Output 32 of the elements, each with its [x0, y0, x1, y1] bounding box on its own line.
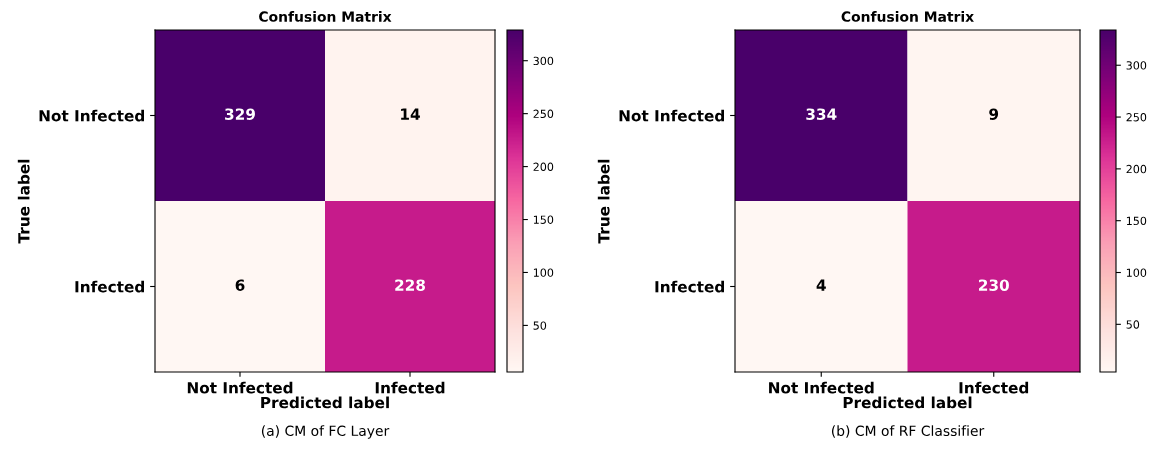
data-label: 14 — [401, 108, 420, 120]
x-tick-label: Infected — [375, 381, 445, 394]
chart-title: Confusion Matrix — [259, 11, 392, 22]
x-tick-label: Infected — [959, 381, 1029, 394]
color-bar-label: 150 — [533, 215, 554, 224]
color-bar-label: 300 — [1126, 61, 1147, 70]
data-label: 230 — [979, 279, 1009, 291]
x-axis-title: Predicted label — [843, 396, 972, 409]
x-axis-title: Predicted label — [261, 396, 389, 409]
y-axis-title: True label — [597, 159, 610, 244]
color-bar-label: 300 — [533, 56, 554, 66]
color-bar-label: 150 — [1126, 216, 1147, 226]
color-bar-label: 250 — [1126, 113, 1147, 122]
data-label: 334 — [806, 108, 837, 120]
chart-title: Confusion Matrix — [841, 11, 974, 22]
color-bar-label: 200 — [1126, 164, 1147, 174]
text: (a) CM of FC Layer — [261, 425, 390, 439]
data-label: 4 — [816, 279, 826, 291]
data-label: 6 — [235, 279, 245, 291]
data-label: 9 — [989, 108, 999, 120]
color-bar-label: 50 — [1126, 320, 1140, 329]
y-axis-title: True label — [17, 159, 30, 244]
color-bar-label: 50 — [533, 321, 547, 330]
data-label: 228 — [395, 279, 425, 291]
color-bar-label: 100 — [1126, 268, 1147, 277]
color-bar-label: 250 — [533, 109, 554, 119]
color-bar-label: 200 — [533, 162, 554, 171]
color-bar-label: 100 — [533, 268, 554, 277]
x-tick-label: Not Infected — [187, 381, 293, 394]
text: (b) CM of RF Classifier — [831, 425, 985, 438]
data-label: 329 — [225, 108, 255, 120]
x-tick-label: Not Infected — [769, 381, 874, 394]
